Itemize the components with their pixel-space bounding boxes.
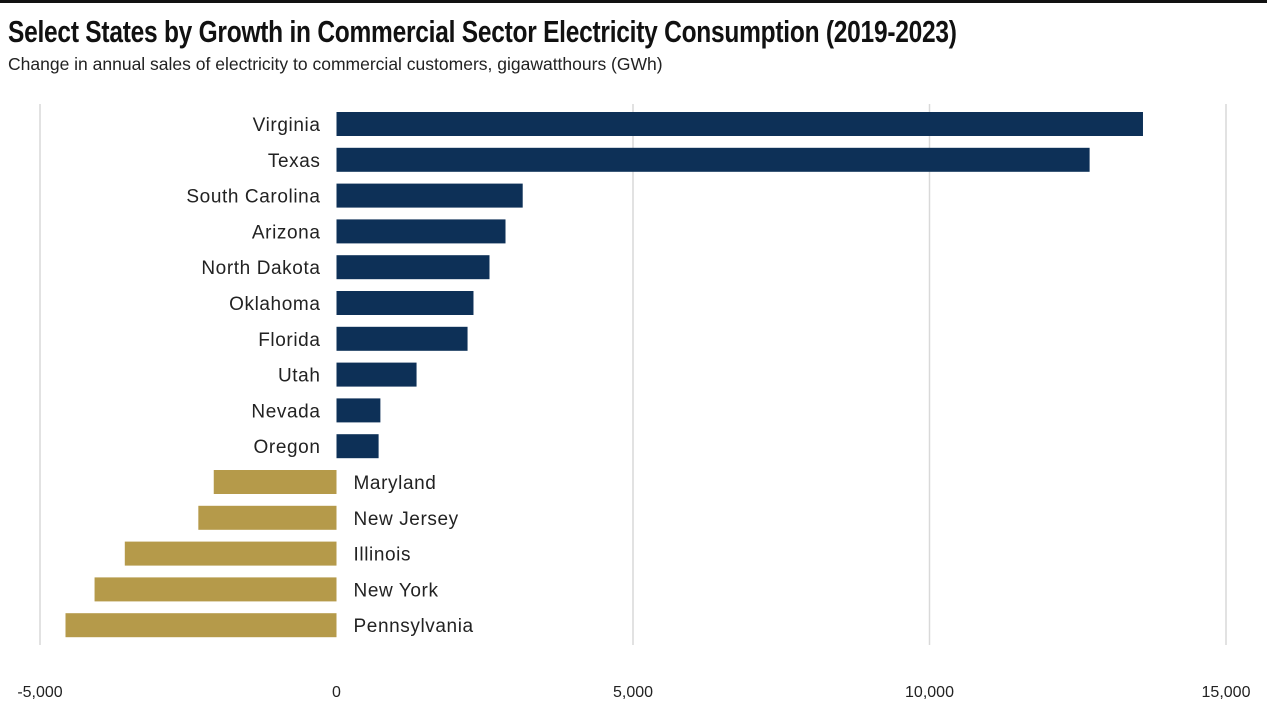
- top-rule: [0, 0, 1267, 3]
- bar-virginia: [336, 112, 1143, 136]
- bar-maryland: [213, 470, 337, 494]
- bar-oregon: [336, 434, 379, 459]
- bar-nevada: [336, 398, 381, 423]
- bar-new-york: [94, 577, 337, 602]
- category-label: Nevada: [251, 401, 320, 422]
- category-label: Virginia: [253, 115, 321, 136]
- category-label: New York: [354, 580, 439, 601]
- bar-new-jersey: [198, 505, 337, 530]
- bar-utah: [336, 362, 417, 387]
- chart-title: Select States by Growth in Commercial Se…: [8, 14, 957, 49]
- bar-arizona: [336, 219, 506, 244]
- chart-subtitle: Change in annual sales of electricity to…: [8, 54, 663, 74]
- category-label: New Jersey: [354, 509, 459, 530]
- x-tick-label: 15,000: [1202, 684, 1251, 701]
- bar-texas: [336, 147, 1090, 172]
- category-label: Oregon: [254, 437, 321, 458]
- x-tick-label: 10,000: [905, 684, 954, 701]
- bar-pennsylvania: [65, 613, 337, 638]
- category-label: Utah: [278, 366, 321, 387]
- category-label: Pennsylvania: [354, 616, 474, 637]
- category-label: Oklahoma: [229, 294, 320, 315]
- x-tick-label: 0: [332, 684, 341, 701]
- category-label: Maryland: [354, 473, 437, 494]
- x-tick-label: 5,000: [613, 684, 653, 701]
- bar-oklahoma: [336, 291, 474, 315]
- category-label: Arizona: [252, 222, 321, 243]
- category-label: South Carolina: [186, 187, 320, 208]
- bar-illinois: [124, 541, 337, 566]
- category-label: Illinois: [354, 545, 412, 566]
- category-label: Texas: [268, 151, 321, 172]
- bar-north-dakota: [336, 255, 490, 280]
- x-tick-label: -5,000: [17, 684, 62, 701]
- bar-florida: [336, 326, 468, 351]
- bar-south-carolina: [336, 183, 523, 208]
- category-label: North Dakota: [201, 258, 320, 279]
- category-label: Florida: [258, 330, 320, 351]
